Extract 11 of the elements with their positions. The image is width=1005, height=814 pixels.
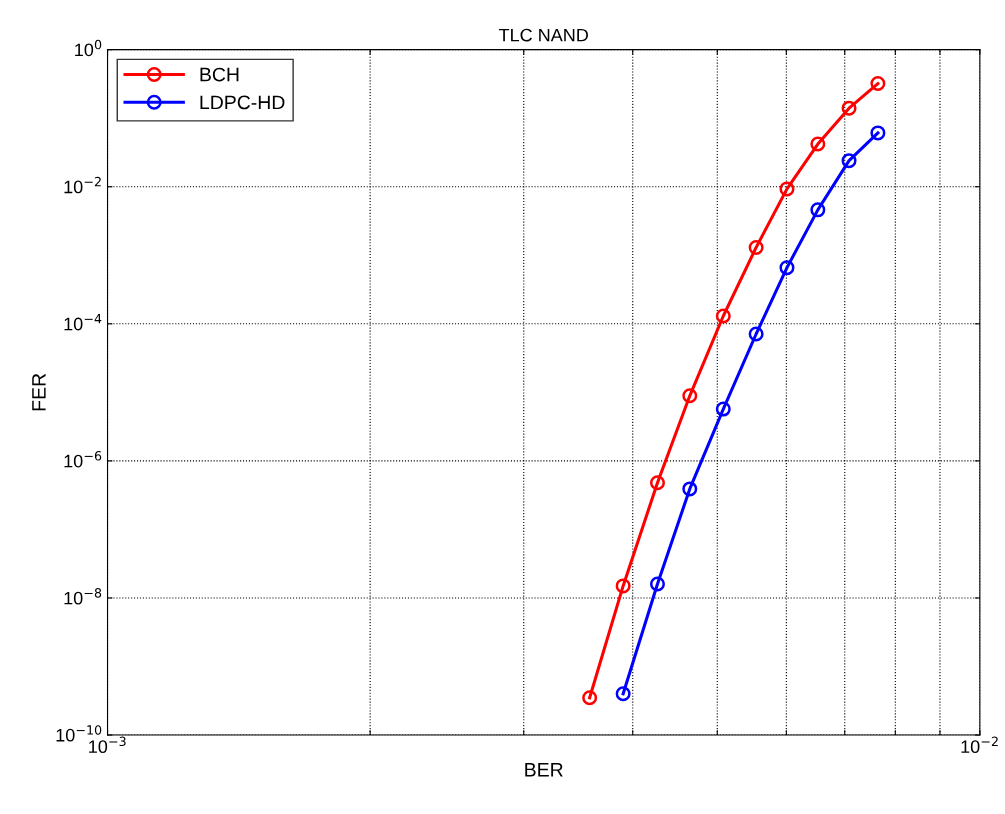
y-tick-label: 10$^{−8}$: [64, 588, 102, 605]
x-axis-title: BER: [525, 763, 563, 777]
y-tick-label: 10$^{−4}$: [64, 314, 102, 331]
chart-title: TLC NAND: [498, 28, 588, 42]
legend-label: BCH: [200, 67, 239, 82]
y-tick-label: 10$^{−6}$: [64, 451, 102, 468]
legend-label: LDPC-HD: [200, 95, 285, 110]
x-tick-label: 10$^{−3}$: [89, 736, 126, 754]
y-tick-label: 10$^{−2}$: [64, 176, 101, 194]
y-axis-title: FER: [32, 373, 46, 411]
y-tick-label: 10$^{0}$: [75, 39, 102, 57]
